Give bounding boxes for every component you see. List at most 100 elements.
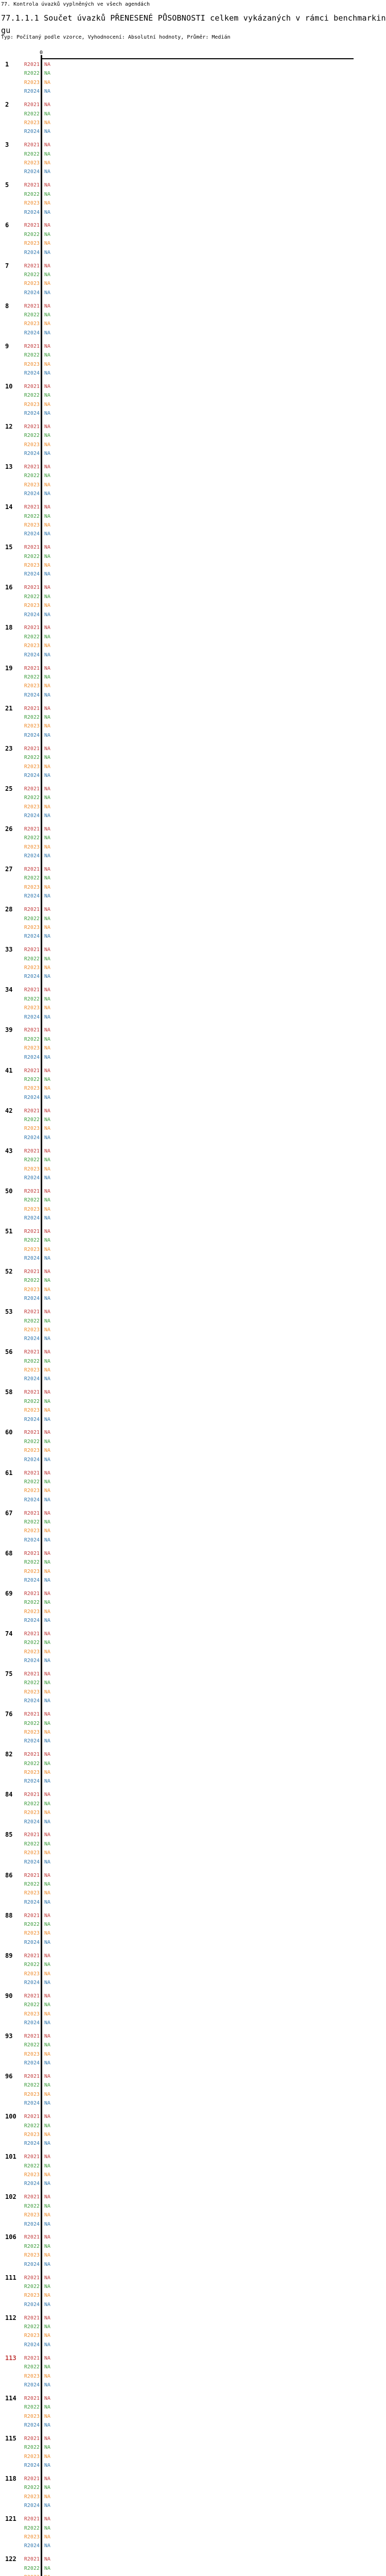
- series-value: NA: [44, 853, 51, 859]
- series-value: NA: [44, 1600, 51, 1606]
- series-value: NA: [44, 1899, 51, 1905]
- series-value: NA: [44, 1881, 51, 1887]
- series-value: NA: [44, 1729, 51, 1735]
- group-id-label: 85: [5, 1831, 13, 1839]
- chart-group-row: R2022 NA: [0, 1638, 386, 1647]
- series-label: R2023: [24, 1729, 40, 1735]
- chart-group-row: R2024 NA: [0, 2179, 386, 2188]
- series-value: NA: [44, 1890, 51, 1896]
- series-value: NA: [44, 1922, 51, 1927]
- chart-group-row: R2024 NA: [0, 2461, 386, 2470]
- series-label: R2024: [24, 2422, 40, 2428]
- series-label: R2022: [24, 1117, 40, 1123]
- series-label: R2023: [24, 1568, 40, 1574]
- series-label: R2021: [24, 1148, 40, 1154]
- series-label: R2021: [24, 867, 40, 872]
- series-label: R2024: [24, 1658, 40, 1664]
- chart-group-row: R2024 NA: [0, 852, 386, 860]
- series-label: R2023: [24, 2293, 40, 2299]
- series-value: NA: [44, 974, 51, 980]
- chart-group-row: R2024 NA: [0, 691, 386, 700]
- chart-group-row: 14 R2021 NA: [0, 503, 386, 512]
- series-label: R2023: [24, 723, 40, 730]
- series-value: NA: [44, 79, 51, 86]
- chart-group-row: R2022 NA: [0, 2443, 386, 2452]
- chart-group-row: R2022 NA: [0, 2081, 386, 2090]
- chart-group-row: R2023 NA: [0, 1486, 386, 1495]
- series-label: R2024: [24, 1778, 40, 1785]
- series-value: NA: [44, 545, 51, 551]
- series-label: R2021: [24, 987, 40, 993]
- series-value: NA: [44, 1872, 51, 1878]
- series-label: R2024: [24, 1416, 40, 1422]
- chart-group-row: 13 R2021 NA: [0, 463, 386, 471]
- chart-group-row: 68 R2021 NA: [0, 1549, 386, 1558]
- chart-group-row: R2023 NA: [0, 1124, 386, 1133]
- chart-group-row: R2023 NA: [0, 1929, 386, 1938]
- chart-group-row: 19 R2021 NA: [0, 664, 386, 673]
- chart-group-row: R2023 NA: [0, 843, 386, 852]
- series-value: NA: [44, 772, 51, 778]
- series-label: R2023: [24, 1166, 40, 1172]
- chart-group-row: R2024 NA: [0, 1898, 386, 1907]
- series-value: NA: [44, 1760, 51, 1767]
- chart-group-row: R2023 NA: [0, 1527, 386, 1535]
- series-value: NA: [44, 2275, 51, 2281]
- group-id-label: 84: [5, 1791, 13, 1799]
- series-label: R2024: [24, 2301, 40, 2308]
- group-id-label: 67: [5, 1509, 13, 1517]
- chart-group-row: 88 R2021 NA: [0, 1911, 386, 1920]
- chart-group-row: R2022 NA: [0, 1920, 386, 1929]
- series-value: NA: [44, 2060, 51, 2066]
- group-id-label: 5: [5, 181, 9, 189]
- series-value: NA: [44, 1256, 51, 1262]
- series-label: R2022: [24, 1318, 40, 1324]
- chart-group-row: R2022 NA: [0, 1478, 386, 1486]
- series-value: NA: [44, 383, 51, 389]
- chart-group-row: R2022 NA: [0, 1800, 386, 1808]
- chart-group-row: R2024 NA: [0, 1938, 386, 1947]
- chart-group-row: 1 R2021 NA: [0, 60, 386, 69]
- series-label: R2022: [24, 755, 40, 761]
- series-label: R2021: [24, 343, 40, 349]
- series-label: R2021: [24, 1108, 40, 1114]
- series-label: R2021: [24, 1067, 40, 1074]
- series-value: NA: [44, 893, 51, 900]
- chart-group-row: 25 R2021 NA: [0, 785, 386, 793]
- series-value: NA: [44, 522, 51, 528]
- series-label: R2021: [24, 1832, 40, 1838]
- series-label: R2021: [24, 1953, 40, 1959]
- series-value: NA: [44, 2534, 51, 2540]
- series-label: R2022: [24, 2525, 40, 2531]
- chart-group-row: R2024 NA: [0, 2260, 386, 2269]
- series-label: R2023: [24, 1408, 40, 1414]
- chart-group-row: R2024 NA: [0, 2501, 386, 2510]
- series-label: R2021: [24, 2114, 40, 2120]
- group-id-label: 82: [5, 1751, 13, 1758]
- series-label: R2022: [24, 674, 40, 680]
- series-value: NA: [44, 1336, 51, 1342]
- chart-group-row: 89 R2021 NA: [0, 1952, 386, 1960]
- series-value: NA: [44, 370, 51, 376]
- chart-group-row: 85 R2021 NA: [0, 1831, 386, 1839]
- series-label: R2022: [24, 1519, 40, 1525]
- series-label: R2021: [24, 2074, 40, 2079]
- chart-group-row: R2024 NA: [0, 409, 386, 418]
- series-value: NA: [44, 281, 51, 287]
- series-label: R2021: [24, 2033, 40, 2039]
- chart-group-row: 118 R2021 NA: [0, 2475, 386, 2483]
- series-label: R2023: [24, 2212, 40, 2218]
- series-label: R2021: [24, 102, 40, 108]
- chart-group-row: R2023 NA: [0, 1768, 386, 1777]
- series-label: R2021: [24, 625, 40, 631]
- series-value: NA: [44, 665, 51, 671]
- chart-group-row: R2024 NA: [0, 2019, 386, 2027]
- series-value: NA: [44, 361, 51, 367]
- group-id-label: 68: [5, 1549, 13, 1557]
- chart-group-row: 96 R2021 NA: [0, 2072, 386, 2081]
- chart-group-row: R2022 NA: [0, 1276, 386, 1285]
- chart-group-row: R2022 NA: [0, 2564, 386, 2573]
- series-label: R2022: [24, 875, 40, 882]
- series-label: R2021: [24, 1631, 40, 1637]
- series-value: NA: [44, 411, 51, 416]
